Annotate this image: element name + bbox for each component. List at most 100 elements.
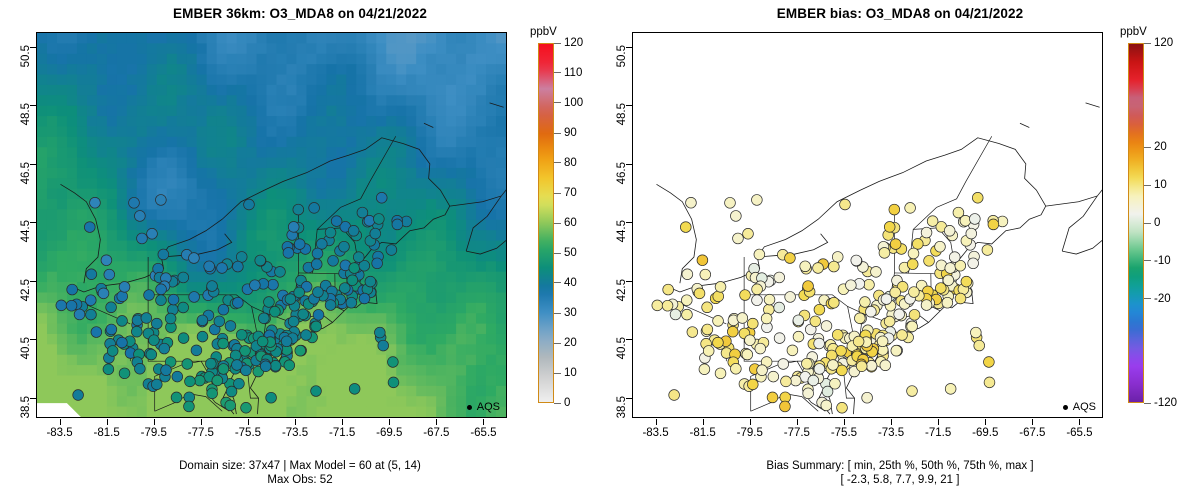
model-caption-line1: Domain size: 37x47 | Max Model = 60 at (… [179, 460, 421, 472]
y-tick-label: 38.5 [20, 395, 32, 418]
x-tick [1032, 419, 1034, 425]
y-tick [626, 222, 632, 224]
bias-map [633, 33, 1102, 417]
y-tick [626, 105, 632, 107]
bias-colorbar-gradient [1128, 43, 1144, 403]
colorbar-tick-label: 20 [564, 337, 577, 349]
y-tick-label: 48.5 [20, 103, 32, 126]
colorbar-tick-label: 30 [564, 307, 577, 319]
aqs-dot-icon [466, 404, 472, 410]
colorbar-tick-label: 60 [564, 217, 577, 229]
colorbar-tick [554, 372, 561, 374]
x-tick [985, 419, 987, 425]
colorbar-tick-label: -20 [1154, 292, 1171, 305]
colorbar-tick [1144, 42, 1151, 44]
model-map [37, 33, 506, 417]
x-tick-label: -73.5 [877, 427, 905, 439]
colorbar-tick [554, 342, 561, 344]
colorbar-tick-label: 0 [564, 397, 571, 409]
x-tick-label: -83.5 [46, 427, 73, 439]
y-tick-label: 42.5 [616, 278, 628, 301]
colorbar-tick [554, 162, 561, 164]
colorbar-tick-label: -10 [1154, 254, 1171, 267]
bias-plot-area: AQS [632, 32, 1103, 418]
colorbar-tick [554, 402, 561, 404]
y-tick [626, 280, 632, 282]
colorbar-tick [554, 42, 561, 44]
y-tick-label: 44.5 [616, 220, 628, 243]
x-tick [153, 419, 155, 425]
y-tick [626, 163, 632, 165]
panel-model: EMBER 36km: O3_MDA8 on 04/21/2022 AQS -8… [20, 6, 583, 486]
colorbar-tick-label: 120 [1154, 37, 1174, 49]
x-tick [1079, 419, 1081, 425]
bias-aqs-legend: AQS [1062, 401, 1096, 413]
colorbar-tick [554, 132, 561, 134]
colorbar-tick-label: 90 [564, 127, 577, 139]
y-tick-label: 40.5 [20, 337, 32, 360]
y-tick-label: 50.5 [20, 44, 32, 67]
x-tick-label: -77.5 [783, 427, 810, 439]
y-tick-label: 50.5 [616, 44, 628, 67]
panel-bias: EMBER bias: O3_MDA8 on 04/21/2022 AQS -8… [600, 0, 1200, 502]
colorbar-tick-label: 10 [1154, 179, 1167, 192]
model-colorbar-gradient [538, 43, 554, 403]
x-tick [342, 419, 344, 425]
x-tick-label: -79.5 [736, 427, 763, 439]
x-tick [702, 419, 704, 425]
x-tick-label: -71.5 [925, 427, 952, 439]
bias-aqs-label: AQS [1072, 401, 1096, 413]
colorbar-tick-label: 80 [564, 157, 577, 169]
model-colorbar: 0 10 20 30 40 50 60 70 80 90 100 110 120 [538, 37, 583, 409]
x-tick-label: -83.5 [642, 427, 669, 439]
x-tick-label: -81.5 [93, 427, 120, 439]
model-map-svg [37, 33, 506, 417]
x-tick-label: -79.5 [140, 427, 167, 439]
x-tick-label: -69.5 [972, 427, 999, 439]
y-tick-label: 48.5 [616, 103, 628, 126]
x-tick [891, 419, 893, 425]
x-tick [106, 419, 108, 425]
y-tick [626, 46, 632, 48]
bias-caption-line1: Bias Summary: [ min, 25th %, 50th %, 75t… [766, 460, 1034, 472]
colorbar-tick-label: 0 [1154, 217, 1161, 229]
x-tick [655, 419, 657, 425]
y-tick [30, 163, 36, 165]
x-tick [938, 419, 940, 425]
colorbar-tick [554, 312, 561, 314]
colorbar-tick-label: 40 [564, 277, 577, 289]
y-tick [30, 105, 36, 107]
y-tick [30, 339, 36, 341]
y-tick-label: 42.5 [20, 278, 32, 301]
colorbar-tick [554, 102, 561, 104]
model-aqs-legend: AQS [466, 401, 500, 413]
x-tick-label: -69.5 [376, 427, 403, 439]
y-tick-label: 40.5 [616, 337, 628, 360]
y-tick [30, 397, 36, 399]
model-caption-line2: Max Obs: 52 [267, 474, 333, 486]
x-tick [389, 419, 391, 425]
x-tick [749, 419, 751, 425]
model-aqs-label: AQS [476, 401, 500, 413]
model-plot-area: AQS [36, 32, 507, 418]
colorbar-tick [554, 192, 561, 194]
panel-bias-title: EMBER bias: O3_MDA8 on 04/21/2022 [776, 6, 1024, 21]
colorbar-tick-label: 10 [564, 367, 577, 379]
x-tick-label: -67.5 [1019, 427, 1046, 439]
x-tick [796, 419, 798, 425]
x-tick [843, 419, 845, 425]
bias-colorbar: -120 -20 -10 0 10 20 120 [1128, 37, 1177, 409]
colorbar-tick-label: -120 [1154, 397, 1178, 409]
bias-caption-line2: [ -2.3, 5.8, 7.7, 9.9, 21 ] [840, 474, 960, 486]
x-tick-label: -81.5 [689, 427, 716, 439]
x-tick [200, 419, 202, 425]
y-tick-label: 46.5 [20, 161, 32, 184]
x-tick-label: -75.5 [830, 427, 858, 439]
colorbar-tick-label: 50 [564, 247, 577, 259]
x-tick-label: -65.5 [470, 427, 497, 439]
bias-colorbar-unit: ppbV [1120, 26, 1147, 38]
colorbar-tick [1144, 298, 1151, 300]
y-tick [626, 339, 632, 341]
x-tick-label: -71.5 [329, 427, 356, 439]
